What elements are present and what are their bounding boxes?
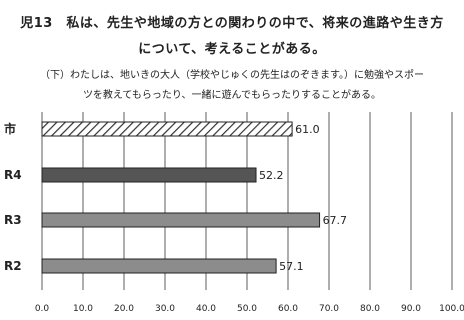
x-tick-label: 50.0 — [237, 304, 257, 314]
chart-title-line2: について、考えることがある。 — [138, 42, 326, 57]
x-tick-label: 100.0 — [439, 304, 464, 314]
bar — [41, 212, 321, 228]
category-label: R2 — [4, 259, 22, 273]
chart-subtitle: （下）わたしは、地いきの大人（学校やじゅくの先生はのぞきます。）に勉強やスポー — [40, 70, 424, 81]
data-label: 57.1 — [279, 260, 304, 273]
bar — [41, 258, 277, 274]
bar — [41, 167, 257, 183]
x-tick-label: 40.0 — [196, 304, 216, 314]
data-label: 67.7 — [323, 214, 348, 227]
bar — [41, 121, 293, 137]
x-tick-label: 0.0 — [35, 304, 50, 314]
x-tick-label: 10.0 — [73, 304, 93, 314]
x-tick-label: 90.0 — [401, 304, 421, 314]
chart-title: 児13 私は、先生や地域の方との関わりの中で、将来の進路や生き方 — [20, 16, 444, 31]
data-label: 61.0 — [295, 123, 320, 136]
category-label: 市 — [4, 121, 16, 136]
x-tick-label: 20.0 — [114, 304, 134, 314]
x-tick-label: 80.0 — [360, 304, 380, 314]
category-label: R3 — [4, 213, 22, 227]
chart-subtitle-line2: ツを教えてもらったり、一緒に遊んでもらったりすることがある。 — [82, 90, 382, 101]
data-label: 52.2 — [259, 169, 284, 182]
x-tick-label: 30.0 — [155, 304, 175, 314]
x-tick-label: 70.0 — [319, 304, 339, 314]
x-tick-label: 60.0 — [278, 304, 298, 314]
category-label: R4 — [4, 168, 22, 182]
